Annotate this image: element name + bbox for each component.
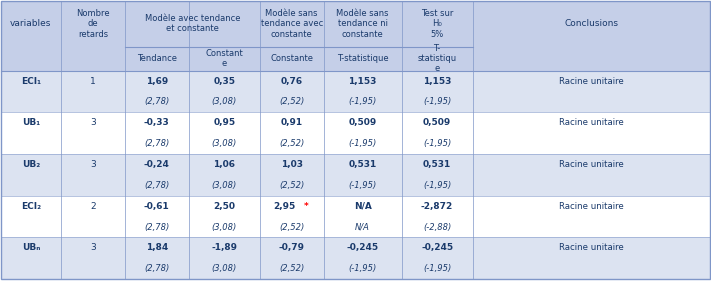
Text: (-1,95): (-1,95) [348, 139, 377, 148]
Text: Racine unitaire: Racine unitaire [559, 160, 624, 169]
Text: Modèle sans
tendance ni
constante: Modèle sans tendance ni constante [336, 9, 389, 38]
Text: -2,872: -2,872 [421, 202, 453, 211]
Text: (3,08): (3,08) [212, 97, 237, 106]
Text: *: * [304, 202, 308, 211]
Text: Tendance: Tendance [137, 54, 177, 63]
Text: (2,52): (2,52) [279, 181, 304, 190]
Text: (2,52): (2,52) [279, 222, 304, 231]
Text: (2,78): (2,78) [144, 97, 169, 106]
Text: 2,50: 2,50 [213, 202, 235, 211]
Text: N/A: N/A [353, 202, 372, 211]
Text: (-1,95): (-1,95) [348, 97, 377, 106]
Text: (2,78): (2,78) [144, 222, 169, 231]
Text: Racine unitaire: Racine unitaire [559, 202, 624, 211]
Text: (-1,95): (-1,95) [423, 97, 451, 106]
Text: 0,531: 0,531 [348, 160, 377, 169]
Text: (3,08): (3,08) [212, 264, 237, 273]
Text: (3,08): (3,08) [212, 181, 237, 190]
Text: (2,78): (2,78) [144, 181, 169, 190]
Text: (3,08): (3,08) [212, 139, 237, 148]
Text: UB₁: UB₁ [22, 118, 40, 127]
Text: ECI₂: ECI₂ [21, 202, 41, 211]
Text: (-1,95): (-1,95) [348, 264, 377, 273]
Text: (-2,88): (-2,88) [423, 222, 451, 231]
Text: 0,509: 0,509 [423, 118, 451, 127]
Text: 0,95: 0,95 [213, 118, 235, 127]
Text: 3: 3 [90, 243, 96, 252]
Text: ECI₁: ECI₁ [21, 76, 41, 85]
Text: Test sur
H₀
5%: Test sur H₀ 5% [421, 9, 454, 38]
Bar [1, 70, 710, 112]
Text: UB₂: UB₂ [22, 160, 40, 169]
Text: T-statistique: T-statistique [337, 54, 388, 63]
Text: -0,24: -0,24 [144, 160, 170, 169]
Text: -0,245: -0,245 [421, 243, 453, 252]
Text: 1,03: 1,03 [281, 160, 303, 169]
Text: 1: 1 [90, 76, 96, 85]
Text: T-
statistiqu
e: T- statistiqu e [417, 44, 456, 74]
Text: 0,76: 0,76 [281, 76, 303, 85]
Text: Modèle sans
tendance avec
constante: Modèle sans tendance avec constante [260, 9, 323, 38]
Text: 1,84: 1,84 [146, 243, 168, 252]
Text: Racine unitaire: Racine unitaire [559, 76, 624, 85]
Text: (2,52): (2,52) [279, 97, 304, 106]
Text: 1,153: 1,153 [423, 76, 451, 85]
Text: -0,33: -0,33 [144, 118, 170, 127]
Text: Modèle avec tendance
et constante: Modèle avec tendance et constante [144, 14, 240, 33]
Text: 0,91: 0,91 [281, 118, 303, 127]
Text: Racine unitaire: Racine unitaire [559, 118, 624, 127]
Bar [1, 112, 710, 154]
Text: 0,35: 0,35 [213, 76, 235, 85]
Text: (-1,95): (-1,95) [348, 181, 377, 190]
Text: 1,06: 1,06 [213, 160, 235, 169]
Text: 2,95: 2,95 [274, 202, 296, 211]
Text: -1,89: -1,89 [211, 243, 237, 252]
Text: -0,245: -0,245 [346, 243, 379, 252]
Text: 3: 3 [90, 160, 96, 169]
Text: 1,69: 1,69 [146, 76, 168, 85]
Text: (3,08): (3,08) [212, 222, 237, 231]
Text: variables: variables [10, 19, 51, 28]
Text: (2,78): (2,78) [144, 264, 169, 273]
Text: -0,61: -0,61 [144, 202, 170, 211]
Text: (2,78): (2,78) [144, 139, 169, 148]
Text: 0,509: 0,509 [348, 118, 377, 127]
Bar [1, 154, 710, 196]
Text: 0,531: 0,531 [423, 160, 451, 169]
Text: 3: 3 [90, 118, 96, 127]
Text: Nombre
de
retards: Nombre de retards [76, 9, 109, 38]
Text: Constante: Constante [270, 54, 313, 63]
Text: 1,153: 1,153 [348, 76, 377, 85]
Text: Constant
e: Constant e [205, 49, 243, 68]
Bar [1, 196, 710, 237]
Bar [1, 1, 710, 47]
Text: (-1,95): (-1,95) [423, 181, 451, 190]
Text: N/A: N/A [356, 222, 370, 231]
Text: Racine unitaire: Racine unitaire [559, 243, 624, 252]
Text: (-1,95): (-1,95) [423, 139, 451, 148]
Text: UBₙ: UBₙ [21, 243, 40, 252]
Text: (-1,95): (-1,95) [423, 264, 451, 273]
Text: 2: 2 [90, 202, 96, 211]
Text: -0,79: -0,79 [279, 243, 304, 252]
Bar [1, 47, 710, 70]
Text: Conclusions: Conclusions [565, 19, 619, 28]
Text: (2,52): (2,52) [279, 139, 304, 148]
Bar [1, 237, 710, 279]
Text: (2,52): (2,52) [279, 264, 304, 273]
